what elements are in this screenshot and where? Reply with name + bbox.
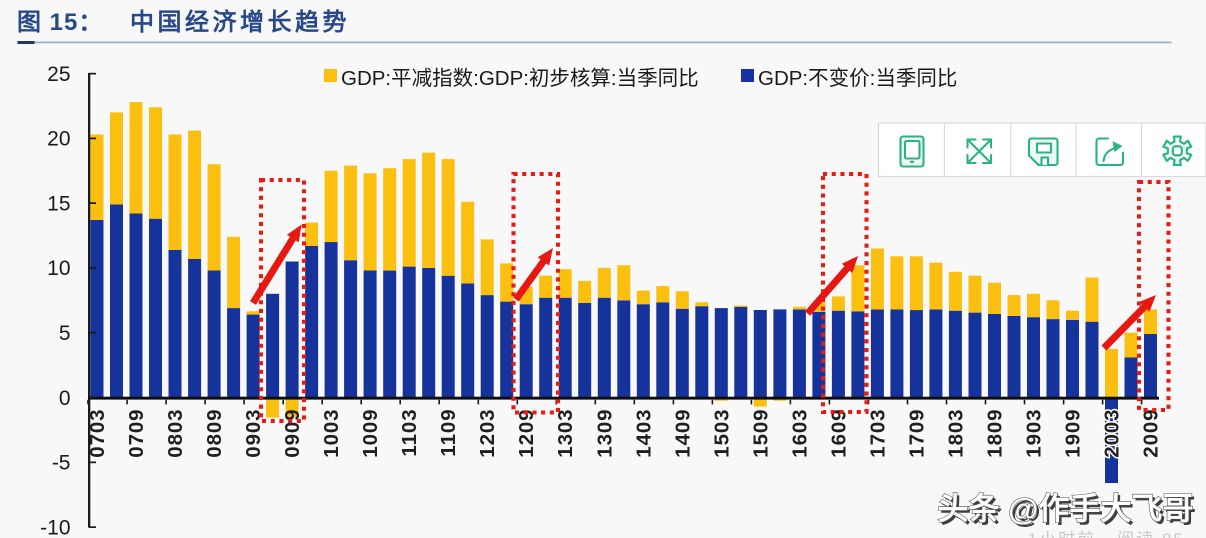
svg-text:0709: 0709 [125, 409, 148, 458]
svg-text:1803: 1803 [944, 409, 967, 458]
svg-text:1503: 1503 [710, 409, 733, 458]
svg-text:1703: 1703 [866, 409, 889, 458]
svg-text:1903: 1903 [1023, 409, 1046, 458]
svg-text:15: 15 [47, 192, 70, 215]
svg-text:1309: 1309 [593, 409, 616, 458]
svg-text:1809: 1809 [984, 409, 1007, 458]
svg-text:0909: 0909 [281, 409, 304, 458]
svg-text:GDP:平减指数:GDP:初步核算:当季同比: GDP:平减指数:GDP:初步核算:当季同比 [341, 67, 699, 90]
svg-text:2009: 2009 [1140, 409, 1163, 458]
svg-text:-5: -5 [52, 452, 71, 475]
svg-text:20: 20 [47, 128, 70, 151]
svg-text:1003: 1003 [320, 409, 343, 458]
svg-text:0809: 0809 [203, 409, 226, 458]
svg-text:1409: 1409 [671, 409, 694, 458]
svg-text:0: 0 [59, 387, 71, 410]
svg-text:头条 @作手大飞哥: 头条 @作手大飞哥 [938, 492, 1194, 527]
svg-text:-10: -10 [40, 516, 70, 538]
svg-text:1303: 1303 [554, 409, 577, 458]
svg-text:GDP:不变价:当季同比: GDP:不变价:当季同比 [758, 67, 957, 90]
svg-text:2003: 2003 [1101, 409, 1124, 458]
svg-text:1103: 1103 [398, 409, 421, 457]
svg-text:1109: 1109 [437, 409, 460, 457]
svg-text:1403: 1403 [632, 409, 655, 458]
svg-text:1209: 1209 [515, 409, 538, 458]
svg-text:1603: 1603 [788, 409, 811, 458]
svg-text:1909: 1909 [1062, 409, 1085, 458]
svg-text:0903: 0903 [242, 409, 265, 458]
svg-text:0803: 0803 [164, 409, 187, 458]
svg-text:头条 @作手大飞哥: 头条 @作手大飞哥 [940, 494, 1196, 529]
svg-text:·1小时前 · 阅读 85: ·1小时前 · 阅读 85 [1020, 530, 1185, 538]
svg-text:10: 10 [47, 257, 70, 280]
svg-text:中国经济增长趋势: 中国经济增长趋势 [130, 8, 350, 36]
svg-text:0703: 0703 [86, 409, 109, 458]
svg-text:5: 5 [59, 322, 71, 345]
svg-text:1203: 1203 [476, 409, 499, 458]
svg-text:图 15：: 图 15： [17, 9, 103, 36]
svg-text:25: 25 [47, 63, 70, 86]
svg-text:1609: 1609 [827, 409, 850, 458]
svg-text:1509: 1509 [749, 409, 772, 458]
svg-text:1709: 1709 [905, 409, 928, 458]
svg-text:1009: 1009 [359, 409, 382, 458]
